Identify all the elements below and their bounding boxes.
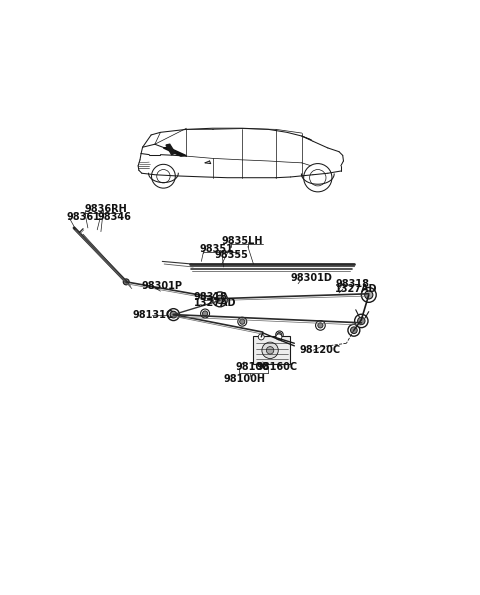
Text: 9836RH: 9836RH: [84, 204, 127, 214]
Polygon shape: [166, 144, 175, 155]
Circle shape: [318, 323, 323, 328]
Text: 1327AD: 1327AD: [194, 298, 237, 308]
Circle shape: [276, 331, 283, 339]
Text: 98120C: 98120C: [300, 345, 341, 355]
Circle shape: [152, 164, 175, 188]
Text: 98346: 98346: [97, 212, 131, 222]
Circle shape: [123, 279, 129, 285]
Polygon shape: [163, 147, 186, 156]
Circle shape: [266, 347, 274, 354]
Circle shape: [315, 321, 325, 330]
Circle shape: [276, 334, 282, 340]
Circle shape: [365, 291, 373, 299]
Circle shape: [277, 333, 282, 337]
Circle shape: [203, 311, 208, 316]
Circle shape: [258, 334, 264, 340]
Circle shape: [213, 292, 228, 307]
Text: 98131C: 98131C: [132, 309, 174, 320]
Circle shape: [240, 319, 245, 324]
Circle shape: [156, 170, 170, 183]
Text: 98318: 98318: [335, 278, 369, 289]
Circle shape: [168, 309, 180, 321]
Circle shape: [358, 317, 365, 325]
Circle shape: [216, 295, 224, 303]
Text: 98301P: 98301P: [141, 281, 182, 292]
Text: 9835LH: 9835LH: [222, 236, 264, 246]
FancyBboxPatch shape: [253, 336, 290, 365]
Text: 98351: 98351: [200, 244, 233, 254]
Circle shape: [361, 287, 376, 302]
Text: 98301D: 98301D: [290, 273, 333, 283]
Circle shape: [304, 164, 332, 192]
Text: 98100H: 98100H: [224, 374, 265, 384]
Text: 98100: 98100: [236, 362, 269, 372]
Text: 98355: 98355: [215, 250, 248, 260]
Circle shape: [238, 317, 247, 326]
Circle shape: [201, 309, 210, 318]
Circle shape: [355, 314, 368, 328]
Circle shape: [262, 342, 278, 359]
Text: 98361: 98361: [67, 212, 101, 222]
Text: 1327AD: 1327AD: [335, 284, 378, 295]
Text: 98160C: 98160C: [256, 362, 297, 372]
Circle shape: [348, 324, 360, 336]
Circle shape: [350, 327, 357, 334]
Circle shape: [310, 170, 326, 186]
Text: 98318: 98318: [194, 292, 228, 302]
Circle shape: [170, 311, 177, 318]
